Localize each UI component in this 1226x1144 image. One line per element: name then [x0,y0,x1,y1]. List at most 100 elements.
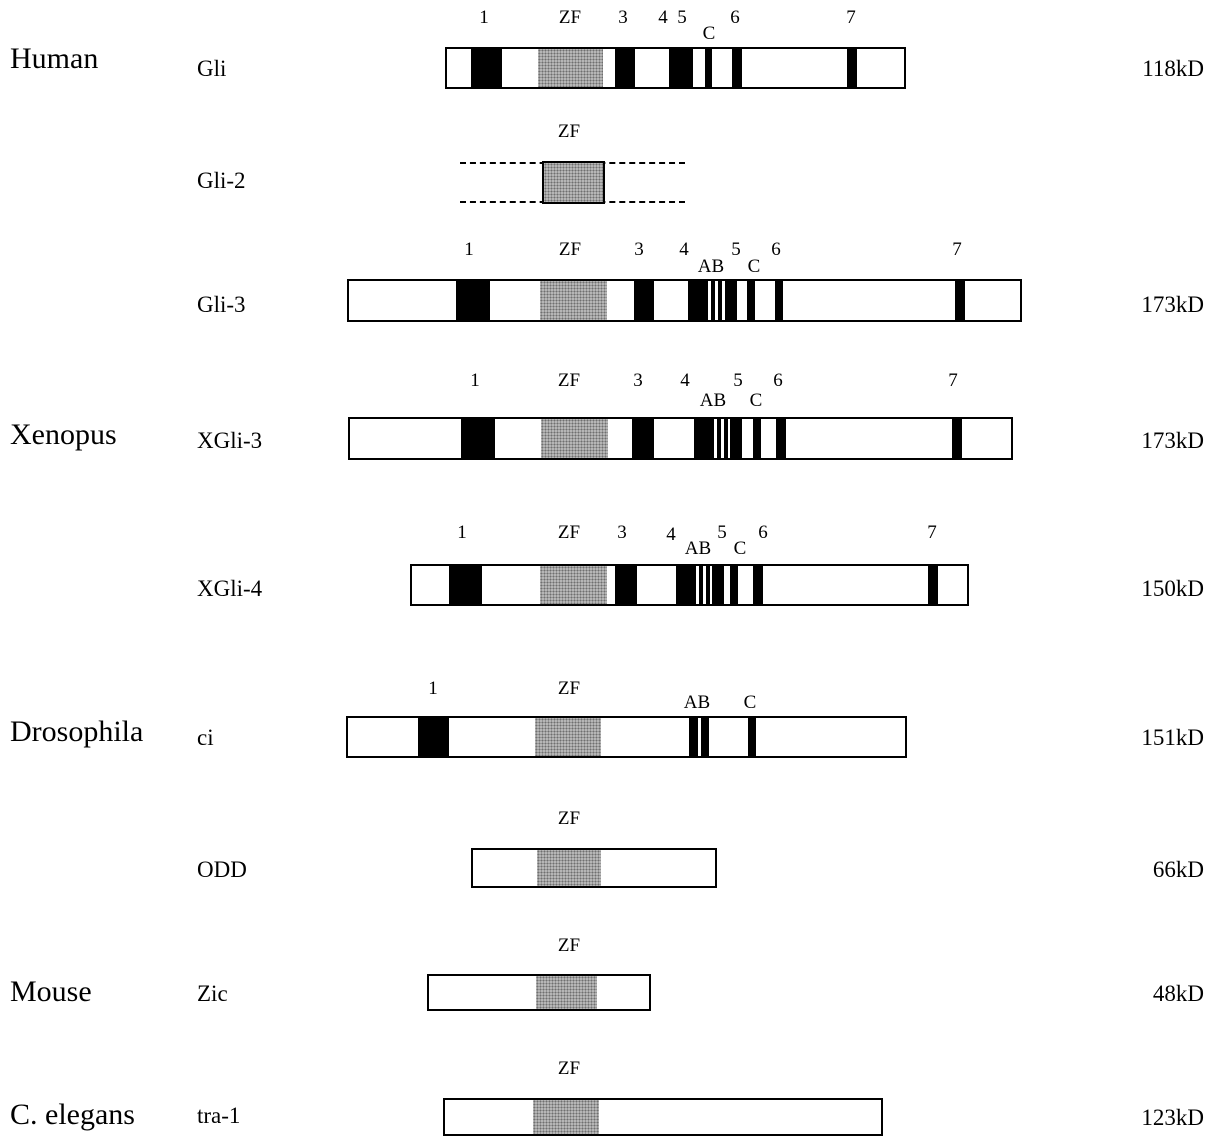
zinc-finger-domain [542,161,605,204]
domain-label-c: C [702,23,716,44]
domain-b [701,718,709,756]
domain-label-zf: ZF [557,808,581,829]
domain-3 [615,49,635,87]
protein-bar-xgli-4 [410,564,969,606]
domain-6 [732,49,742,87]
species-human: Human [10,42,99,75]
domain-label-ab: AB [684,538,712,559]
domain-label-3: 3 [618,7,628,28]
domain-1 [471,49,502,87]
zinc-finger-domain [538,49,603,87]
mass-gli: 118kD [1142,56,1204,81]
zinc-finger-domain [540,281,607,320]
domain-5 [730,419,742,458]
domain-3 [632,419,654,458]
domain-label-zf: ZF [558,7,582,28]
zinc-finger-domain [535,718,601,756]
domain-label-6: 6 [771,239,781,260]
gene-name-ci: ci [197,725,214,750]
domain-7 [847,49,857,87]
species-mouse: Mouse [10,975,92,1008]
domain-label-zf: ZF [558,239,582,260]
domain-label-3: 3 [617,522,627,543]
domain-label-4: 4 [666,524,676,545]
mass-gli-3: 173kD [1141,292,1204,317]
species-drosophila: Drosophila [10,715,144,748]
domain-label-c: C [743,692,757,713]
gene-name-tra-1: tra-1 [197,1103,241,1128]
zinc-finger-domain [536,976,597,1009]
zinc-finger-domain [533,1100,599,1134]
domain-b [724,419,728,458]
domain-label-1: 1 [428,678,438,699]
protein-bar-gli [445,47,906,89]
domain-label-ab: AB [683,692,711,713]
domain-label-ab: AB [697,256,725,277]
domain-1 [461,419,495,458]
mass-xgli-4: 150kD [1141,576,1204,601]
domain-label-ab: AB [699,390,727,411]
domain-1 [418,718,449,756]
domain-b [718,281,722,320]
domain-4 [676,566,696,604]
mass-odd: 66kD [1152,857,1204,882]
protein-bar-odd [471,848,717,888]
domain-label-5: 5 [731,239,741,260]
domain-label-zf: ZF [557,1058,581,1079]
domain-5 [712,566,724,604]
species-celegans: C. elegans [10,1098,135,1131]
gene-name-zic: Zic [197,981,228,1006]
domain-c [730,566,738,604]
domain-label-zf: ZF [557,935,581,956]
domain-4 [694,419,714,458]
domain-6 [776,419,786,458]
domain-label-6: 6 [758,522,768,543]
domain-label-6: 6 [730,7,740,28]
mass-zic: 48kD [1152,981,1204,1006]
domain-1 [449,566,482,604]
gene-name-gli-2: Gli-2 [197,168,246,193]
gene-name-xgli-4: XGli-4 [197,576,263,601]
domain-a [689,718,698,756]
species-xenopus: Xenopus [10,418,117,451]
domain-label-5: 5 [717,522,727,543]
mass-ci: 151kD [1141,725,1204,750]
zinc-finger-domain [541,419,608,458]
domain-label-7: 7 [952,239,962,260]
gene-name-xgli-3: XGli-3 [197,428,263,453]
domain-label-c: C [733,538,747,559]
domain-label-1: 1 [470,370,480,391]
domain-3 [615,566,637,604]
domain-label-4: 4 [658,7,668,28]
domain-a [717,419,721,458]
domain-b [706,566,710,604]
domain-7 [952,419,962,458]
gene-name-gli: Gli [197,56,227,81]
domain-6 [753,566,763,604]
protein-bar-ci [346,716,907,758]
domain-a [699,566,703,604]
domain-label-4: 4 [680,370,690,391]
zinc-finger-domain [540,566,607,604]
domain-label-1: 1 [457,522,467,543]
domain-label-7: 7 [948,370,958,391]
gene-name-odd: ODD [197,857,247,882]
domain-1 [456,281,490,320]
zinc-finger-domain [537,850,601,886]
domain-4 [688,281,708,320]
mass-xgli-3: 173kD [1141,428,1204,453]
protein-bar-zic [427,974,651,1011]
domain-label-zf: ZF [557,678,581,699]
domain-label-3: 3 [634,239,644,260]
domain-label-1: 1 [464,239,474,260]
protein-bar-tra-1 [443,1098,883,1136]
domain-label-7: 7 [846,7,856,28]
domain-label-zf: ZF [557,522,581,543]
domain-c [747,281,755,320]
domain-5 [677,49,693,87]
domain-label-c: C [749,390,763,411]
domain-7 [928,566,938,604]
domain-label-1: 1 [479,7,489,28]
domain-c [705,49,712,87]
